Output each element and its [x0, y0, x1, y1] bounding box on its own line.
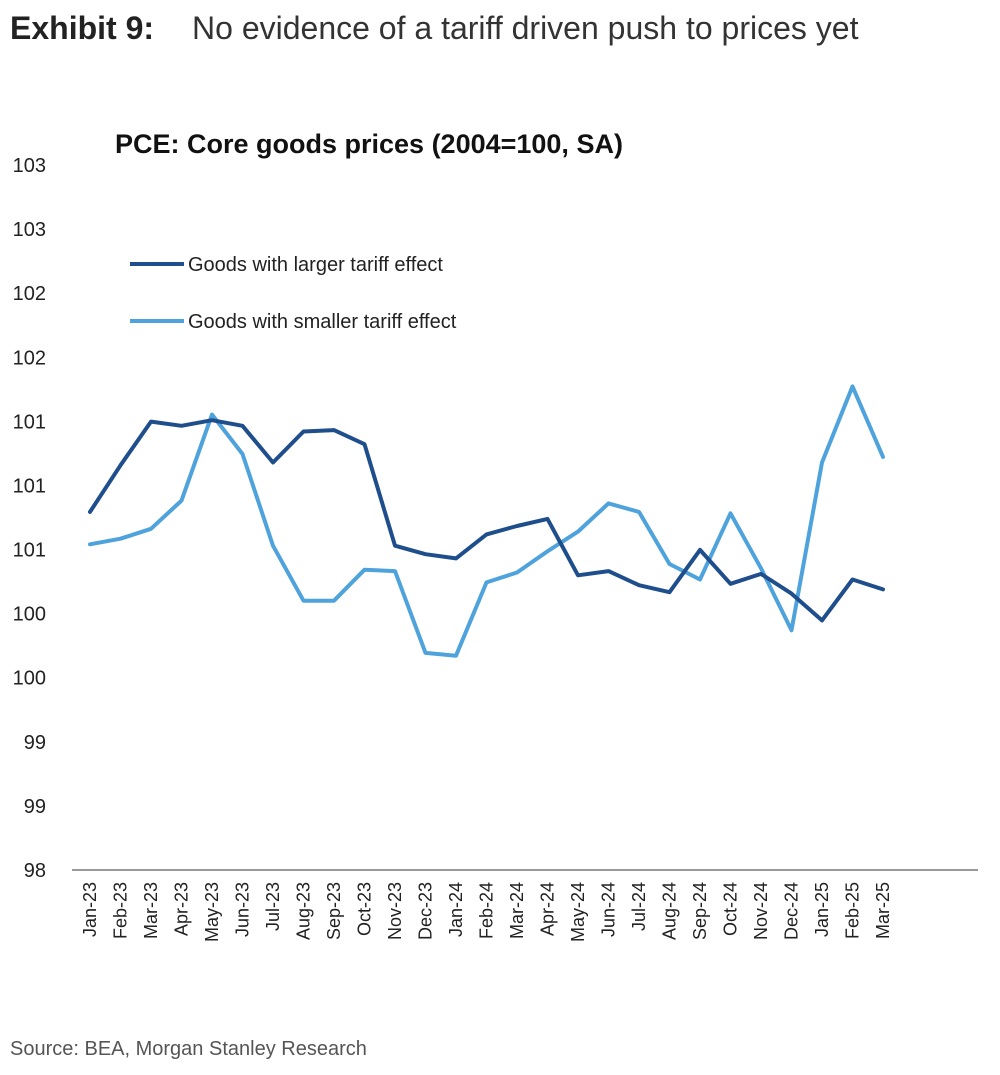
- y-tick-label: 99: [24, 796, 46, 818]
- source-note: Source: BEA, Morgan Stanley Research: [10, 1038, 367, 1060]
- legend-label: Goods with smaller tariff effect: [188, 311, 457, 333]
- x-tick-label: Aug-23: [294, 882, 314, 940]
- x-tick-label: Feb-23: [111, 882, 131, 939]
- x-tick-label: Apr-23: [172, 882, 192, 936]
- x-tick-label: Sep-23: [324, 882, 344, 940]
- y-tick-label: 99: [24, 732, 46, 754]
- x-tick-label: Jan-23: [80, 882, 100, 937]
- y-tick-label: 101: [13, 411, 46, 433]
- x-tick-label: Jun-23: [233, 882, 253, 937]
- x-tick-label: Dec-23: [416, 882, 436, 940]
- x-tick-label: Jan-25: [812, 882, 832, 937]
- legend: Goods with larger tariff effect Goods wit…: [130, 254, 457, 333]
- series-line-0: [88, 418, 885, 623]
- y-tick-label: 100: [13, 668, 46, 690]
- y-tick-label: 101: [13, 540, 46, 562]
- exhibit-heading: Exhibit 9: No evidence of a tariff driven…: [10, 10, 858, 47]
- exhibit-title: No evidence of a tariff driven push to p…: [192, 10, 859, 46]
- y-tick-label: 103: [13, 155, 46, 177]
- y-tick-label: 102: [13, 283, 46, 305]
- x-tick-label: Jul-24: [629, 882, 649, 931]
- x-tick-label: Jul-23: [263, 882, 283, 931]
- series-layer: [88, 384, 885, 658]
- x-axis: Jan-23 Feb-23 Mar-23 Apr-23 May-23 Jun-23 Jul-…: [72, 869, 978, 942]
- x-tick-label: Nov-24: [751, 882, 771, 940]
- x-tick-label: Feb-25: [843, 882, 863, 939]
- x-tick-label: Mar-23: [141, 882, 161, 939]
- x-tick-label: Oct-23: [355, 882, 375, 936]
- legend-label: Goods with larger tariff effect: [188, 254, 443, 276]
- x-tick-label: May-23: [202, 882, 222, 942]
- y-tick-label: 98: [24, 860, 46, 882]
- x-tick-label: May-24: [568, 882, 588, 942]
- x-tick-label: Aug-24: [660, 882, 680, 940]
- x-tick-label: Dec-24: [782, 882, 802, 940]
- x-tick-label: Mar-24: [507, 882, 527, 939]
- chart-title: PCE: Core goods prices (2004=100, SA): [115, 129, 623, 159]
- y-tick-label: 102: [13, 347, 46, 369]
- x-tick-label: Feb-24: [477, 882, 497, 939]
- series-line-1: [88, 384, 885, 658]
- x-tick-label: Jan-24: [446, 882, 466, 937]
- x-tick-label: Oct-24: [721, 882, 741, 936]
- x-tick-label: Sep-24: [690, 882, 710, 940]
- x-tick-label: Nov-23: [385, 882, 405, 940]
- y-tick-label: 101: [13, 475, 46, 497]
- exhibit-label: Exhibit 9:: [10, 10, 155, 46]
- y-tick-label: 103: [13, 219, 46, 241]
- y-axis: 103 103 102 102 101 101 101 100 100 99 99 98: [13, 155, 46, 882]
- line-chart: PCE: Core goods prices (2004=100, SA) 10…: [13, 129, 978, 942]
- x-tick-label: Apr-24: [538, 882, 558, 936]
- x-tick-label: Mar-25: [873, 882, 893, 939]
- x-tick-label: Jun-24: [599, 882, 619, 937]
- y-tick-label: 100: [13, 604, 46, 626]
